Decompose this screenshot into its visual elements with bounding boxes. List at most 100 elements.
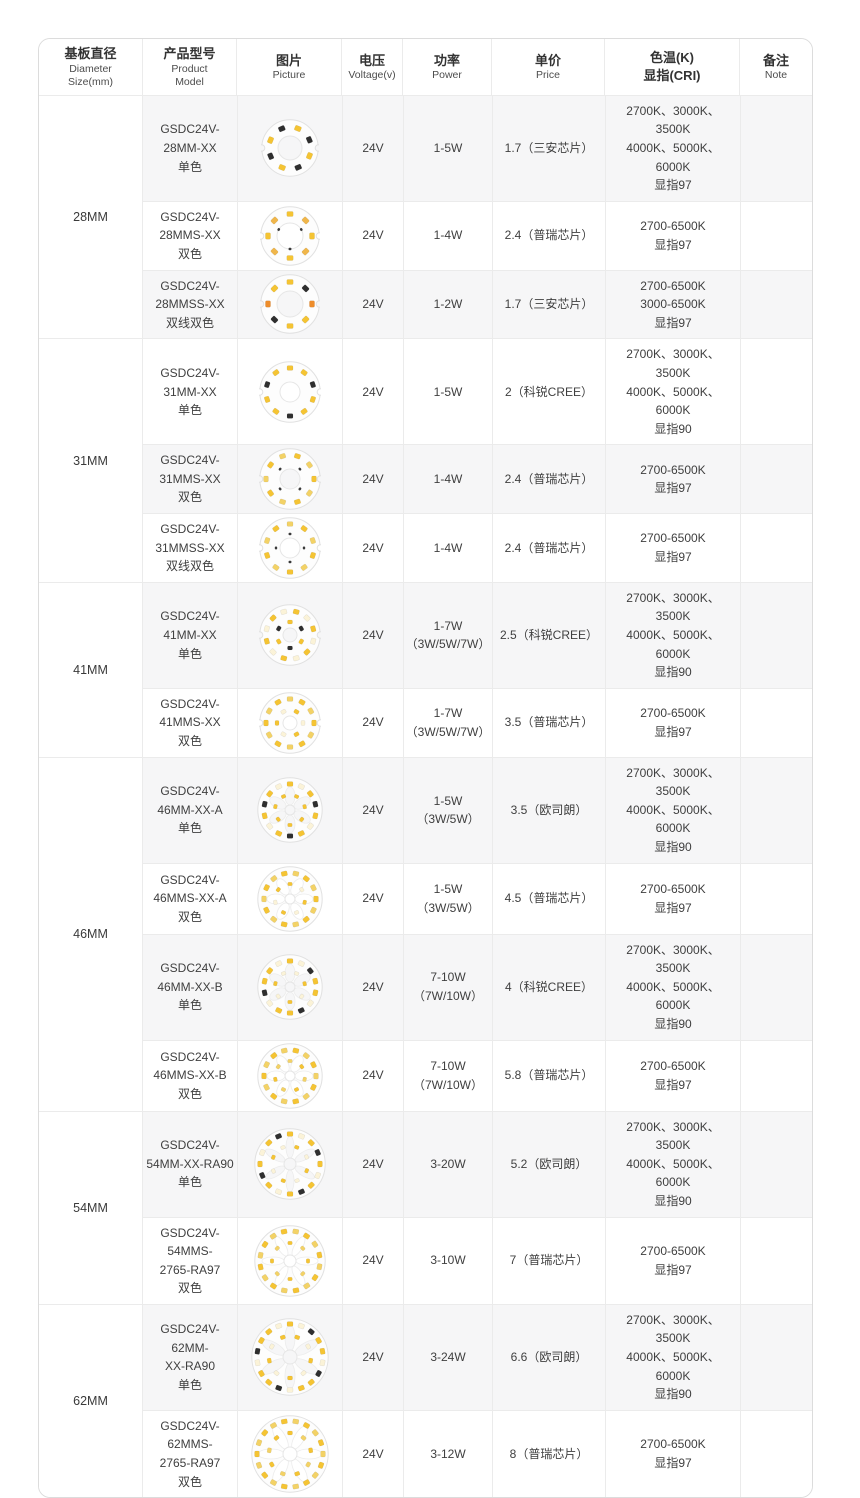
note-cell (740, 445, 812, 514)
header-label-zh: 电压 (358, 52, 385, 68)
cell-line: GSDC24V- (160, 784, 220, 799)
power-cell: 3-24W (403, 1304, 492, 1410)
cell-line: 显指90 (654, 665, 692, 680)
price-cell: 2（科锐CREE） (492, 339, 605, 445)
cell-line: 显指97 (654, 237, 692, 252)
cell-line: 单色 (177, 646, 202, 661)
note-cell (740, 582, 812, 688)
cell-line: 2700-6500K (640, 1244, 706, 1259)
model-cell: GSDC24V- 62MMS- 2765-RA97 双色 (143, 1411, 237, 1497)
cell-line: 46MMS-XX-A (153, 891, 227, 906)
cell-line: 4000K、5000K、6000K (626, 1350, 720, 1383)
cell-line: 41MMS-XX (159, 715, 221, 730)
power-cell: 1-2W (403, 270, 492, 339)
price-cell: 1.7（三安芯片） (492, 270, 605, 339)
cell-line: 单色 (177, 1377, 202, 1392)
cct-cell: 2700-6500K 显指97 (605, 445, 740, 514)
cell-line: 2700K、3000K、3500K (626, 347, 720, 380)
price-cell: 2.5（科锐CREE） (492, 582, 605, 688)
voltage-cell: 24V (342, 757, 403, 863)
cell-line: 2765-RA97 (159, 1456, 221, 1471)
cct-cell: 2700-6500K 显指97 (605, 1217, 740, 1304)
cell-line: GSDC24V- (160, 209, 220, 224)
header-label-zh: 单价 (534, 52, 561, 68)
model-cell: GSDC24V- 41MM-XX 单色 (143, 583, 237, 688)
picture-cell (237, 1217, 342, 1304)
cell-line: 显指97 (654, 900, 692, 915)
cct-cell: 2700K、3000K、3500K 4000K、5000K、6000K 显指97 (605, 95, 740, 201)
power-cell: 7-10W （7W/10W） (403, 934, 492, 1040)
table-row: GSDC24V- 46MM-XX-B 单色 24V 7-10W （7W/10W） 4（… (143, 933, 812, 1040)
header-label-zh2: 显指(CRI) (643, 67, 701, 83)
power-cell: 3-10W (403, 1217, 492, 1304)
cell-line: 显指97 (654, 724, 692, 739)
model-cell: GSDC24V- 41MMS-XX 双色 (143, 689, 237, 757)
cell-line: 2700-6500K (640, 706, 706, 721)
cell-line: 双色 (177, 246, 202, 261)
cell-line: 单色 (177, 1175, 202, 1190)
note-cell (740, 95, 812, 201)
cct-cell: 2700-6500K 显指97 (605, 514, 740, 582)
cell-line: 显指97 (654, 1456, 692, 1471)
cell-line: （3W/5W/7W） (405, 724, 491, 739)
table-row: GSDC24V- 28MM-XX 单色 24V 1-5W 1.7（三安芯片） 270… (143, 95, 812, 201)
led-module-image (260, 205, 320, 266)
diameter-group: 41MM GSDC24V- 41MM-XX 单色 24V 1-7W （3W/5W/7W… (39, 581, 812, 757)
cell-line: 4000K、5000K、6000K (626, 979, 720, 1013)
cell-line: 单色 (177, 403, 202, 418)
cell-line: 双色 (177, 490, 202, 505)
cell-line: 4000K、5000K、6000K (626, 140, 720, 174)
power-cell: 1-4W (403, 201, 492, 270)
cell-line: 1-7W (433, 706, 463, 721)
led-module-image (259, 448, 321, 510)
cell-line: 2765-RA97 (159, 1262, 221, 1277)
header-cell: 单价 Price (491, 39, 604, 95)
cell-line: 双色 (177, 734, 202, 749)
diameter-cell: 62MM (39, 1304, 142, 1498)
price-cell: 3.5（欧司朗） (492, 757, 605, 863)
led-module-image (259, 692, 321, 754)
cell-line: 1-2W (433, 297, 463, 312)
cell-line: GSDC24V- (160, 365, 220, 380)
cct-cell: 2700-6500K 显指97 (605, 688, 740, 757)
note-cell (740, 688, 812, 757)
header-label-en: Model (175, 75, 204, 88)
cell-line: 62MM- (171, 1340, 209, 1355)
table-row: GSDC24V- 46MMS-XX-B 双色 24V 7-10W （7W/10W） 5… (143, 1039, 812, 1111)
led-module-image (259, 517, 321, 579)
led-module-image (251, 1415, 329, 1493)
group-rows: GSDC24V- 31MM-XX 单色 24V 1-5W 2（科锐CREE） 270… (142, 339, 812, 582)
header-cell: 色温(K) 显指(CRI) (604, 39, 739, 95)
model-cell: GSDC24V- 31MMSS-XX 双线双色 (143, 514, 237, 582)
cell-line: GSDC24V- (160, 453, 220, 468)
led-module-image (257, 865, 323, 932)
voltage-cell: 24V (342, 1040, 403, 1111)
led-module-image (259, 361, 321, 423)
picture-cell (237, 934, 342, 1040)
cell-line: 3-10W (430, 1253, 466, 1268)
price-cell: 2.4（普瑞芯片） (492, 514, 605, 582)
cell-line: 31MM-XX (163, 384, 217, 399)
led-module-image (257, 1042, 323, 1109)
cct-cell: 2700K、3000K、3500K 4000K、5000K、6000K 显指90 (605, 1304, 740, 1410)
cell-line: 单色 (177, 159, 202, 174)
price-cell: 8（普瑞芯片） (492, 1410, 605, 1498)
cell-line: 1-4W (433, 471, 463, 486)
cell-line: 显指97 (654, 1077, 692, 1092)
model-cell: GSDC24V- 54MMS- 2765-RA97 双色 (143, 1218, 237, 1304)
cell-line: 2700-6500K (640, 531, 706, 546)
cct-cell: 2700-6500K 显指97 (605, 1040, 740, 1111)
group-rows: GSDC24V- 46MM-XX-A 单色 24V 1-5W （3W/5W） 3.5（… (142, 757, 812, 1111)
price-cell: 2.4（普瑞芯片） (492, 201, 605, 270)
cell-line: 2700K、3000K、3500K (626, 103, 720, 137)
led-module-image (261, 119, 319, 177)
header-label-zh: 色温(K) (649, 50, 695, 66)
voltage-cell: 24V (342, 95, 403, 201)
power-cell: 1-7W （3W/5W/7W） (403, 582, 492, 688)
spec-table: 基板直径 Diameter Size(mm) 产品型号 Product Model … (38, 38, 813, 1498)
voltage-cell: 24V (342, 1304, 403, 1410)
cell-line: 41MM-XX (163, 628, 217, 643)
table-row: GSDC24V- 31MMS-XX 双色 24V 1-4W 2.4（普瑞芯片） 27… (143, 444, 812, 514)
picture-cell (237, 1410, 342, 1498)
cell-line: 显指97 (654, 549, 692, 564)
